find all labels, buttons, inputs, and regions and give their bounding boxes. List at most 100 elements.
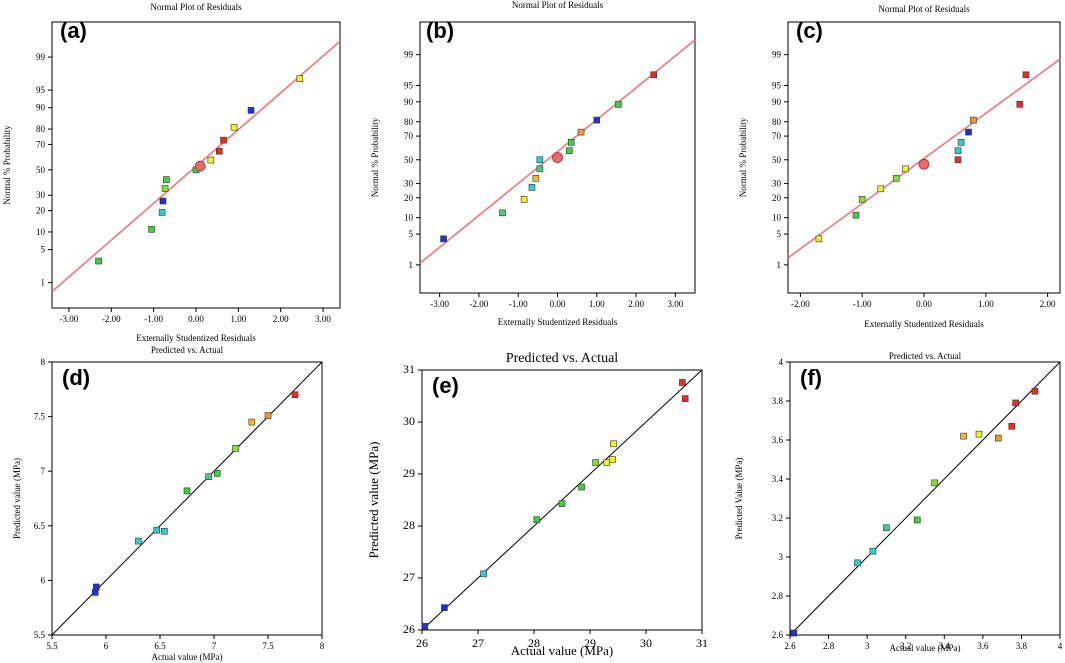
y-tick-label: 10 bbox=[36, 227, 46, 237]
data-point bbox=[163, 176, 170, 183]
data-point bbox=[567, 139, 575, 146]
x-tick-label: -3.00 bbox=[430, 299, 449, 309]
y-tick-label: 30 bbox=[772, 178, 782, 188]
data-point bbox=[960, 432, 967, 440]
x-tick-label: -3.00 bbox=[60, 314, 79, 324]
chart-title: Predicted vs. Actual bbox=[889, 351, 962, 361]
x-tick-label: -1.00 bbox=[144, 314, 163, 324]
data-point bbox=[1031, 387, 1039, 395]
x-tick-label: -1.00 bbox=[509, 299, 528, 309]
data-point bbox=[869, 547, 877, 555]
data-point bbox=[877, 185, 885, 193]
y-tick-label: 70 bbox=[36, 139, 46, 149]
y-axis-label: Predicted Value (MPa) bbox=[734, 458, 744, 540]
plot-frame bbox=[51, 361, 323, 636]
y-tick-label: 5.5 bbox=[34, 630, 46, 640]
y-tick-label: 29 bbox=[403, 466, 415, 480]
y-tick-label: 95 bbox=[772, 80, 782, 90]
data-point bbox=[421, 623, 429, 630]
data-point bbox=[153, 526, 161, 534]
data-point bbox=[135, 537, 142, 545]
x-tick-label: 3.8 bbox=[1016, 641, 1028, 651]
x-tick-label: 4 bbox=[1058, 641, 1063, 651]
data-point bbox=[902, 165, 909, 173]
data-point bbox=[858, 196, 866, 203]
data-point bbox=[215, 147, 223, 155]
data-point bbox=[592, 459, 599, 466]
data-point bbox=[205, 473, 212, 480]
data-point bbox=[536, 156, 544, 164]
data-point bbox=[931, 479, 938, 487]
data-point bbox=[91, 589, 99, 596]
x-tick-label: -2.00 bbox=[791, 299, 810, 309]
data-point bbox=[441, 604, 448, 611]
x-tick-label: 0.00 bbox=[550, 299, 566, 309]
data-point bbox=[965, 128, 972, 136]
y-tick-label: 90 bbox=[404, 97, 414, 107]
data-point bbox=[520, 196, 528, 203]
x-tick-label: 3.6 bbox=[977, 641, 989, 651]
chart-title: Predicted vs. Actual bbox=[151, 345, 224, 355]
data-point bbox=[577, 128, 585, 136]
y-tick-label: 1 bbox=[41, 278, 46, 288]
y-tick-label: 80 bbox=[404, 117, 414, 127]
data-point bbox=[954, 147, 962, 154]
y-tick-label: 6.5 bbox=[34, 521, 46, 531]
x-tick-label: 3.4 bbox=[939, 641, 951, 651]
data-point bbox=[558, 500, 566, 507]
center-marker bbox=[552, 152, 563, 163]
data-point bbox=[892, 175, 900, 182]
data-point bbox=[913, 516, 921, 524]
x-axis-label: Actual value (MPa) bbox=[890, 643, 961, 653]
data-point bbox=[565, 147, 573, 154]
x-tick-label: 1.00 bbox=[230, 314, 246, 324]
data-point bbox=[1012, 399, 1019, 407]
panel-label: (c) bbox=[796, 18, 823, 43]
data-point bbox=[480, 570, 487, 578]
data-point bbox=[536, 165, 544, 173]
y-tick-label: 70 bbox=[772, 131, 782, 141]
data-point bbox=[954, 156, 962, 164]
chart-panel-3: Normal Plot of Residuals (c) -2.00 -1.00 0.0… bbox=[738, 4, 1061, 329]
x-tick-label: 0.00 bbox=[916, 299, 932, 309]
data-point bbox=[232, 444, 239, 452]
data-point bbox=[970, 116, 977, 124]
data-point bbox=[852, 211, 860, 219]
y-tick-label: 70 bbox=[404, 131, 414, 141]
x-tick-label: 2.8 bbox=[823, 641, 835, 651]
x-tick-label: 7.5 bbox=[262, 641, 274, 651]
data-point bbox=[650, 71, 658, 79]
data-point bbox=[957, 139, 965, 146]
x-axis-label: Externally Studentized Residuals bbox=[136, 333, 256, 343]
y-tick-label: 3.8 bbox=[772, 396, 784, 406]
data-point bbox=[533, 516, 541, 524]
x-tick-label: 28 bbox=[528, 636, 540, 650]
y-tick-label: 6 bbox=[41, 575, 46, 585]
data-point bbox=[1016, 101, 1024, 108]
y-tick-label: 3.4 bbox=[772, 474, 784, 484]
fit-line bbox=[421, 369, 703, 631]
y-tick-label: 20 bbox=[36, 206, 46, 216]
fit-line bbox=[787, 58, 1061, 259]
data-point bbox=[247, 107, 255, 114]
x-tick-label: 6 bbox=[104, 641, 109, 651]
x-tick-label: 27 bbox=[472, 636, 484, 650]
panel-label: (b) bbox=[426, 18, 454, 43]
x-tick-label: 3 bbox=[865, 641, 870, 651]
data-point bbox=[296, 75, 304, 82]
center-marker bbox=[918, 158, 930, 170]
data-point bbox=[578, 483, 585, 491]
data-point bbox=[593, 116, 601, 124]
data-point bbox=[1022, 71, 1030, 79]
y-tick-label: 95 bbox=[404, 80, 414, 90]
y-tick-label: 99 bbox=[404, 50, 414, 60]
y-tick-label: 30 bbox=[36, 190, 46, 200]
y-tick-label: 20 bbox=[404, 193, 414, 203]
plot-frame bbox=[421, 369, 703, 631]
chart-panel-1: Normal Plot of Residuals (a) -3.00 -2.00 -1.… bbox=[2, 2, 341, 343]
y-axis-label: Normal % Probability bbox=[738, 117, 748, 197]
y-tick-label: 20 bbox=[772, 193, 782, 203]
x-axis-label: Externally Studentized Residuals bbox=[864, 319, 984, 329]
y-tick-label: 7 bbox=[41, 466, 46, 476]
y-tick-label: 5 bbox=[41, 245, 46, 255]
